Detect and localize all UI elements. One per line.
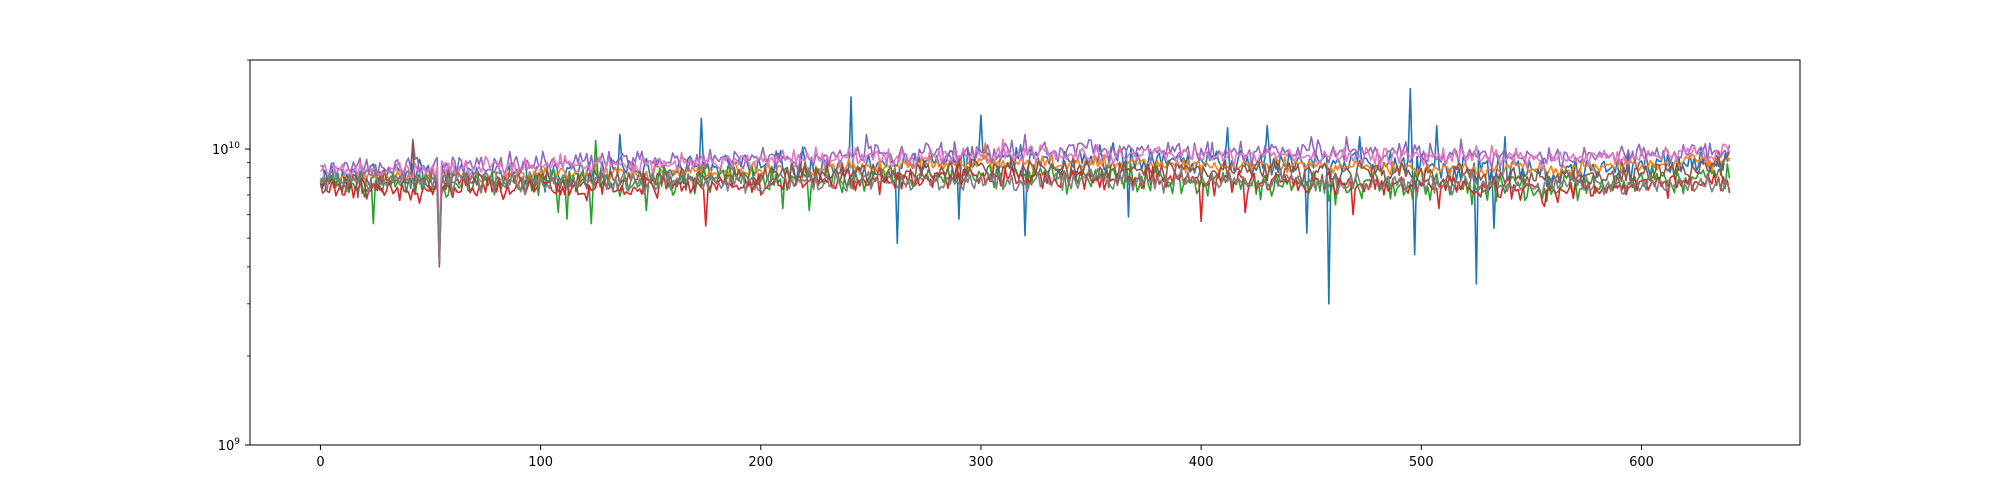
series-line-8 <box>319 167 1731 262</box>
x-tick-label: 400 <box>1189 455 1214 470</box>
x-tick-label: 500 <box>1409 455 1434 470</box>
plot-area <box>250 60 1800 445</box>
x-tick-label: 200 <box>748 455 773 470</box>
axes-layer: 0 100 200 300 400 500 600 109 1010 <box>212 59 1654 470</box>
x-tick-label: 0 <box>316 455 324 470</box>
series-line-2 <box>319 142 1731 253</box>
series-line-7 <box>319 138 1731 256</box>
series-layer <box>319 87 1731 305</box>
x-tick-label: 300 <box>969 455 994 470</box>
x-tick-label: 600 <box>1629 455 1654 470</box>
y-tick-label: 1010 <box>212 141 240 158</box>
y-tick-label: 109 <box>218 437 241 454</box>
axes-frame <box>249 59 1801 446</box>
x-tick-label: 100 <box>528 455 553 470</box>
